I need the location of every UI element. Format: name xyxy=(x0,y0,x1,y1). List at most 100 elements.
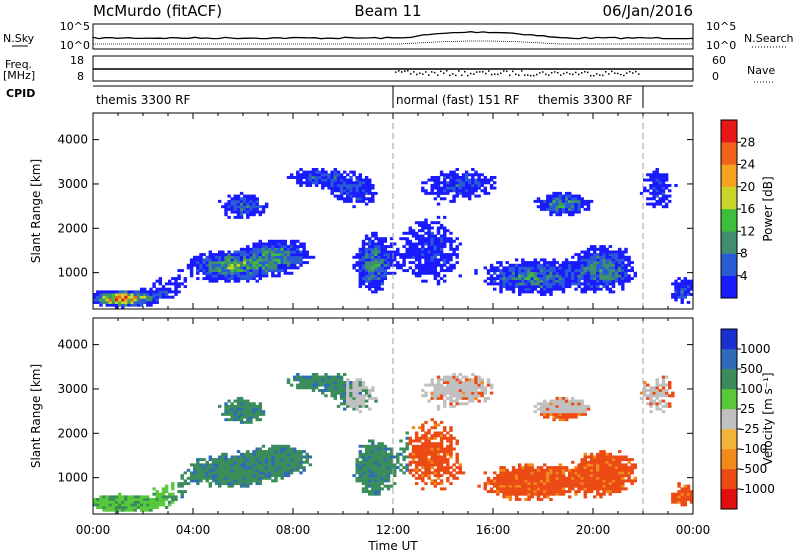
heatmap-cell xyxy=(177,274,181,278)
heatmap-cell xyxy=(368,237,372,241)
heatmap-cell xyxy=(439,263,444,267)
heatmap-cell xyxy=(102,500,106,504)
heatmap-cell xyxy=(239,484,244,488)
heatmap-cell xyxy=(421,463,425,467)
heatmap-cell xyxy=(627,255,631,259)
heatmap-cell xyxy=(430,184,434,187)
heatmap-cell xyxy=(411,460,416,464)
heatmap-cell xyxy=(514,479,519,483)
heatmap-cell xyxy=(243,247,247,251)
colorbar-tick-label: 20 xyxy=(740,180,755,194)
heatmap-cell xyxy=(618,471,622,475)
power-colorbar-cells xyxy=(721,120,737,299)
heatmap-cell xyxy=(364,399,369,403)
heatmap-cell xyxy=(605,287,609,291)
heatmap-cell xyxy=(627,274,631,278)
heatmap-cell xyxy=(293,466,297,470)
heatmap-cell xyxy=(618,468,622,472)
heatmap-cell xyxy=(511,287,516,291)
heatmap-cell xyxy=(539,266,544,270)
heatmap-cell xyxy=(389,261,394,265)
heatmap-cell xyxy=(152,301,156,304)
heatmap-cell xyxy=(296,386,300,390)
heatmap-cell xyxy=(618,253,622,257)
heatmap-cell xyxy=(486,191,491,195)
heatmap-cell xyxy=(577,261,581,265)
heatmap-cell xyxy=(686,492,691,496)
heatmap-cell xyxy=(664,383,669,387)
heatmap-cell xyxy=(461,386,466,390)
heatmap-cell xyxy=(252,202,256,206)
heatmap-cell xyxy=(489,184,494,187)
heatmap-cell xyxy=(449,444,453,448)
heatmap-cell xyxy=(430,221,434,225)
heatmap-cell xyxy=(564,476,569,480)
heatmap-cell xyxy=(271,250,275,254)
heatmap-cell xyxy=(371,285,375,289)
heatmap-cell xyxy=(424,266,428,270)
heatmap-cell xyxy=(189,263,194,267)
heatmap-cell xyxy=(261,468,266,472)
heatmap-cell xyxy=(371,253,375,257)
heatmap-cell xyxy=(274,444,278,448)
heatmap-cell xyxy=(655,181,659,185)
heatmap-cell xyxy=(124,506,128,509)
heatmap-cell xyxy=(396,253,400,257)
heatmap-cell xyxy=(96,298,100,302)
heatmap-cell xyxy=(158,277,163,281)
heatmap-cell xyxy=(439,447,444,451)
heatmap-cell xyxy=(236,205,241,209)
heatmap-cell xyxy=(230,277,234,281)
heatmap-cell xyxy=(286,255,291,259)
heatmap-cell xyxy=(227,263,231,267)
heatmap-cell xyxy=(449,450,453,454)
heatmap-cell xyxy=(430,426,434,430)
heatmap-cell xyxy=(561,487,566,491)
heatmap-cell xyxy=(580,287,584,291)
heatmap-cell xyxy=(602,245,606,249)
heatmap-cell xyxy=(521,269,525,273)
heatmap-cell xyxy=(146,500,150,504)
heatmap-cell xyxy=(652,186,656,190)
heatmap-cell xyxy=(414,266,419,270)
nave-point xyxy=(542,71,544,73)
heatmap-cell xyxy=(421,389,425,392)
heatmap-cell xyxy=(386,258,391,262)
heatmap-cell xyxy=(330,173,334,177)
heatmap-cell xyxy=(430,237,434,241)
heatmap-cell xyxy=(368,271,372,275)
heatmap-cell xyxy=(152,293,156,296)
heatmap-cell xyxy=(602,285,606,289)
heatmap-cell xyxy=(93,301,97,304)
heatmap-cell xyxy=(658,202,663,206)
heatmap-cell xyxy=(418,258,422,262)
heatmap-cell xyxy=(449,402,453,406)
heatmap-cell xyxy=(408,242,413,246)
heatmap-cell xyxy=(549,471,553,475)
heatmap-cell xyxy=(146,506,150,509)
x-tick-label: 00:00 xyxy=(76,523,111,537)
heatmap-cell xyxy=(408,471,413,475)
heatmap-cell xyxy=(271,247,275,251)
heatmap-cell xyxy=(368,396,372,400)
heatmap-cell xyxy=(536,269,541,273)
heatmap-cell xyxy=(205,261,209,265)
heatmap-cell xyxy=(674,500,678,504)
heatmap-cell xyxy=(177,277,181,281)
heatmap-cell xyxy=(611,458,616,462)
heatmap-cell xyxy=(364,176,369,179)
heatmap-cell xyxy=(589,266,594,270)
heatmap-cell xyxy=(252,247,256,251)
heatmap-cell xyxy=(383,255,388,259)
heatmap-cell xyxy=(383,237,388,241)
heatmap-cell xyxy=(361,189,366,193)
heatmap-cell xyxy=(677,484,681,488)
heatmap-cell xyxy=(368,479,372,483)
heatmap-cell xyxy=(121,290,125,294)
heatmap-cell xyxy=(264,253,269,257)
heatmap-cell xyxy=(568,191,572,195)
heatmap-cell xyxy=(368,460,372,464)
heatmap-cell xyxy=(99,303,103,307)
heatmap-cell xyxy=(330,389,334,392)
heatmap-cell xyxy=(286,378,291,382)
